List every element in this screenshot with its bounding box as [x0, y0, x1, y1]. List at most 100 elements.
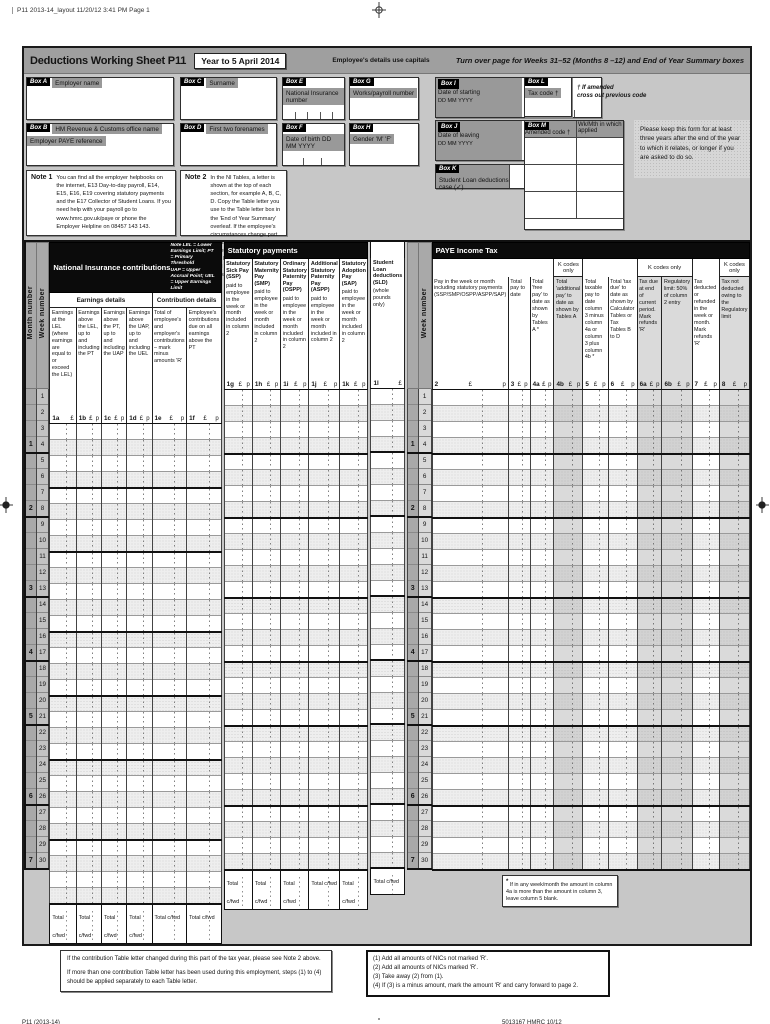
paye-entry-6b-week16[interactable]	[661, 629, 693, 646]
paye-entry-2-week21[interactable]	[431, 709, 509, 727]
ni-entry-1a-week27[interactable]	[49, 839, 77, 856]
stat-entry-1j-week19[interactable]	[308, 677, 341, 694]
box-g-payroll-number[interactable]: Box G Works/payroll number	[349, 77, 419, 120]
ni-entry-1d-week8[interactable]	[126, 535, 153, 553]
ni-total-cfwd-1c[interactable]: Total c/fwd	[100, 902, 128, 944]
paye-entry-6b-week20[interactable]	[661, 693, 693, 710]
stat-entry-1i-week3[interactable]	[280, 421, 310, 438]
ni-entry-1e-week17[interactable]	[151, 679, 188, 697]
ni-entry-1a-week2[interactable]	[49, 439, 77, 456]
paye-entry-5-week16[interactable]	[582, 629, 609, 646]
paye-entry-6-week16[interactable]	[607, 629, 638, 646]
paye-entry-4a-week24[interactable]	[529, 757, 555, 774]
paye-entry-4b-week21[interactable]	[553, 709, 584, 727]
stat-entry-1k-week21[interactable]	[339, 709, 369, 727]
stat-entry-1j-week11[interactable]	[308, 549, 341, 566]
paye-entry-4a-week7[interactable]	[529, 485, 555, 502]
stat-entry-1i-week15[interactable]	[280, 613, 310, 630]
ni-entry-1f-week4[interactable]	[186, 471, 222, 489]
stat-entry-1h-week6[interactable]	[251, 469, 282, 486]
paye-entry-8-week11[interactable]	[718, 549, 751, 566]
ni-entry-1f-week9[interactable]	[186, 551, 222, 568]
stat-entry-1k-week5[interactable]	[339, 453, 369, 470]
stat-entry-1i-week16[interactable]	[280, 629, 310, 646]
ni-entry-1c-week24[interactable]	[100, 791, 128, 808]
paye-entry-5-week3[interactable]	[582, 421, 609, 438]
stat-entry-1j-week30[interactable]	[308, 853, 341, 871]
stat-entry-1i-week6[interactable]	[280, 469, 310, 486]
ni-entry-1d-week11[interactable]	[126, 583, 153, 600]
paye-entry-6-week17[interactable]	[607, 645, 638, 663]
ni-entry-1a-week10[interactable]	[49, 567, 77, 584]
paye-entry-6-week29[interactable]	[607, 837, 638, 854]
ni-entry-1a-week18[interactable]	[49, 695, 77, 712]
paye-entry-4b-week11[interactable]	[553, 549, 584, 566]
stat-entry-1i-week18[interactable]	[280, 661, 310, 678]
stat-entry-1g-week9[interactable]	[223, 517, 253, 534]
ni-entry-1b-week21[interactable]	[75, 743, 102, 761]
paye-entry-3-week23[interactable]	[507, 741, 531, 758]
paye-entry-6-week23[interactable]	[607, 741, 638, 758]
box-a-employer-name[interactable]: Box A Employer name	[26, 77, 174, 120]
stat-entry-1k-week4[interactable]	[339, 437, 369, 455]
sld-entry-1l-week9[interactable]	[370, 515, 405, 532]
paye-entry-2-week14[interactable]	[431, 597, 509, 614]
stat-entry-1k-week18[interactable]	[339, 661, 369, 678]
paye-entry-8-week6[interactable]	[718, 469, 751, 486]
ni-entry-1b-week18[interactable]	[75, 695, 102, 712]
ni-entry-1b-week23[interactable]	[75, 775, 102, 792]
ni-entry-1f-week15[interactable]	[186, 647, 222, 664]
ni-entry-1c-week13[interactable]	[100, 615, 128, 633]
paye-entry-7-week9[interactable]	[691, 517, 720, 534]
paye-entry-4b-week20[interactable]	[553, 693, 584, 710]
paye-entry-4a-week12[interactable]	[529, 565, 555, 582]
paye-entry-7-week25[interactable]	[691, 773, 720, 790]
paye-entry-3-week8[interactable]	[507, 501, 531, 519]
sld-entry-1l-week30[interactable]	[370, 851, 405, 869]
stat-entry-1j-week15[interactable]	[308, 613, 341, 630]
ni-entry-1f-week17[interactable]	[186, 679, 222, 697]
ni-entry-1a-week30[interactable]	[49, 887, 77, 905]
sld-total-cfwd-1l[interactable]: Total c/fwd	[370, 867, 405, 895]
stat-entry-1h-week21[interactable]	[251, 709, 282, 727]
paye-entry-7-week15[interactable]	[691, 613, 720, 630]
stat-entry-1h-week5[interactable]	[251, 453, 282, 470]
ni-entry-1d-week22[interactable]	[126, 759, 153, 776]
sld-entry-1l-week21[interactable]	[370, 707, 405, 725]
ni-entry-1e-week26[interactable]	[151, 823, 188, 841]
paye-entry-7-week7[interactable]	[691, 485, 720, 502]
stat-entry-1j-week13[interactable]	[308, 581, 341, 599]
paye-entry-7-week4[interactable]	[691, 437, 720, 455]
paye-entry-4b-week14[interactable]	[553, 597, 584, 614]
paye-entry-8-week16[interactable]	[718, 629, 751, 646]
ni-entry-1f-week23[interactable]	[186, 775, 222, 792]
ni-entry-1f-week21[interactable]	[186, 743, 222, 761]
stat-entry-1i-week30[interactable]	[280, 853, 310, 871]
paye-entry-6a-week19[interactable]	[636, 677, 663, 694]
paye-entry-4b-week28[interactable]	[553, 821, 584, 838]
paye-entry-2-week16[interactable]	[431, 629, 509, 646]
ni-entry-1c-week9[interactable]	[100, 551, 128, 568]
ni-entry-1a-week8[interactable]	[49, 535, 77, 553]
ni-entry-1f-week7[interactable]	[186, 519, 222, 536]
paye-entry-4b-week17[interactable]	[553, 645, 584, 663]
ni-entry-1c-week21[interactable]	[100, 743, 128, 761]
ni-entry-1c-week20[interactable]	[100, 727, 128, 744]
ni-entry-1b-week14[interactable]	[75, 631, 102, 648]
paye-entry-6-week10[interactable]	[607, 533, 638, 550]
paye-entry-3-week12[interactable]	[507, 565, 531, 582]
ni-entry-1e-week16[interactable]	[151, 663, 188, 680]
ni-entry-1b-week2[interactable]	[75, 439, 102, 456]
paye-entry-6a-week22[interactable]	[636, 725, 663, 742]
stat-entry-1h-week2[interactable]	[251, 405, 282, 422]
paye-entry-7-week26[interactable]	[691, 789, 720, 807]
stat-entry-1g-week26[interactable]	[223, 789, 253, 807]
stat-entry-1i-week9[interactable]	[280, 517, 310, 534]
paye-entry-8-week28[interactable]	[718, 821, 751, 838]
paye-entry-2-week9[interactable]	[431, 517, 509, 534]
ni-entry-1b-week25[interactable]	[75, 807, 102, 824]
ni-entry-1e-week10[interactable]	[151, 567, 188, 584]
ni-entry-1f-week16[interactable]	[186, 663, 222, 680]
ni-entry-1b-week7[interactable]	[75, 519, 102, 536]
paye-entry-8-week12[interactable]	[718, 565, 751, 582]
